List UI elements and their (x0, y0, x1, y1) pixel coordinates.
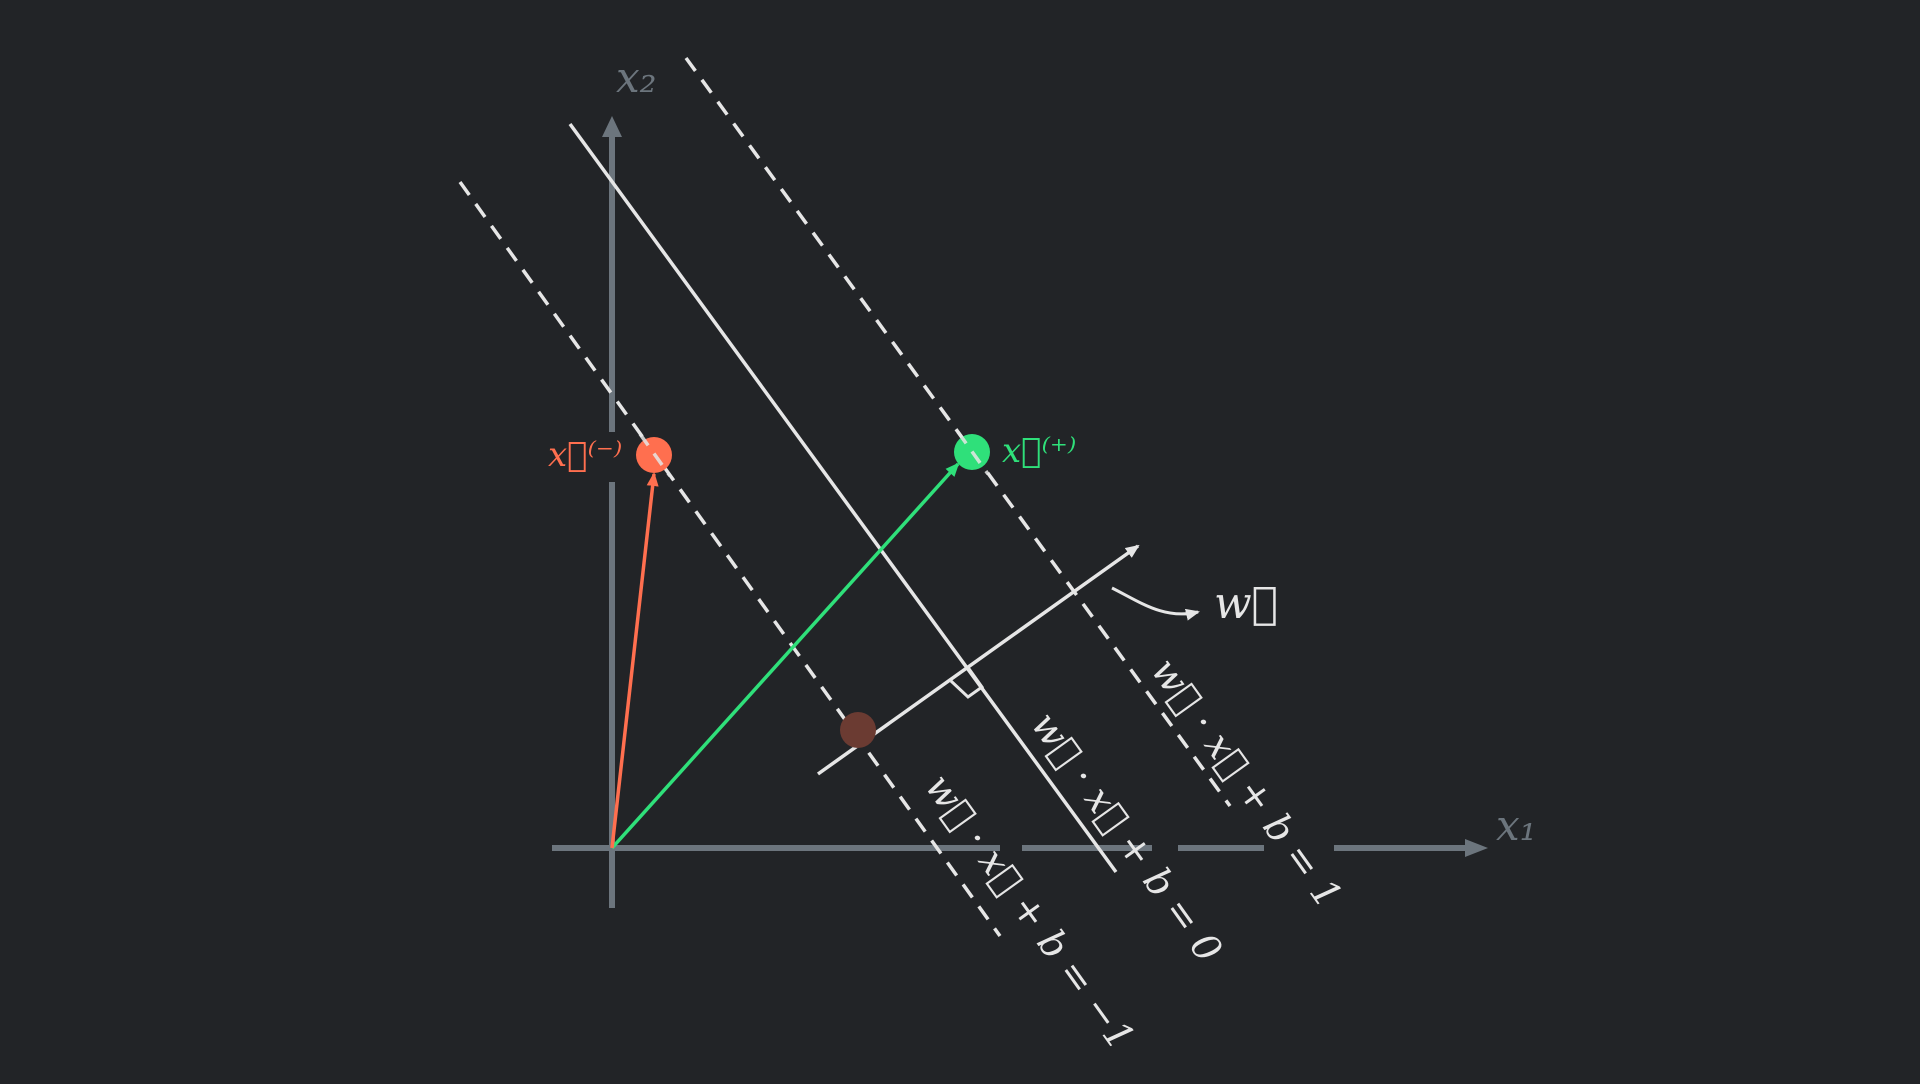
margin-line-negative (458, 180, 1002, 938)
axis-gap-mask-2 (1152, 842, 1178, 854)
right-angle-icon (949, 665, 985, 699)
axes (552, 116, 1488, 908)
x2-axis-label: x₂ (616, 53, 657, 102)
y-axis-arrow-head-icon (602, 116, 622, 137)
margin-line-negative-overlay (638, 432, 672, 478)
decision-boundary-line (568, 122, 1118, 874)
x-positive-vector (610, 462, 960, 850)
x-negative-vector (610, 472, 659, 849)
x-axis-arrow-head-icon (1465, 839, 1488, 857)
w-label: w⃗ (1214, 578, 1278, 629)
x-positive-label: x⃗⁽⁺⁾ (1002, 431, 1076, 471)
axis-gap-mask-3 (1264, 842, 1334, 854)
axis-gap-mask-1 (1000, 842, 1022, 854)
projection-point (840, 712, 876, 748)
w-label-pointer (1111, 586, 1200, 621)
x1-axis-label: x₁ (1496, 801, 1537, 850)
axis-gap-mask-4 (606, 432, 618, 482)
margin-line-positive-overlay (956, 430, 990, 476)
x-negative-label: x⃗⁽⁻⁾ (548, 435, 622, 475)
